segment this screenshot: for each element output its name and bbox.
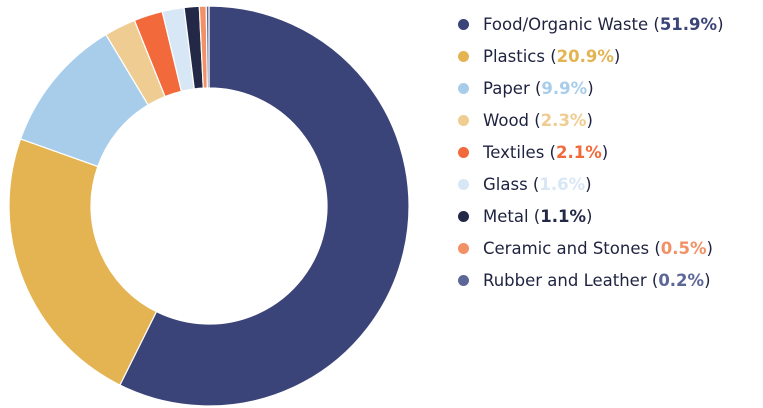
legend-paren-open: (	[544, 142, 556, 162]
legend-label: Glass	[483, 174, 528, 194]
legend-item: Paper (9.9%)	[458, 72, 724, 104]
legend-paren-open: (	[648, 14, 660, 34]
legend-paren-close: )	[613, 46, 621, 66]
legend-item: Rubber and Leather (0.2%)	[458, 264, 724, 296]
legend-label: Textiles	[483, 142, 545, 162]
legend-value-label: 1.1%	[540, 206, 587, 226]
legend-label: Metal	[483, 206, 529, 226]
legend-value-label: 51.9%	[659, 14, 718, 34]
legend-paren-open: (	[527, 174, 540, 194]
donut-chart	[8, 5, 410, 407]
legend-value-label: 2.3%	[540, 110, 587, 130]
legend-paren-close: )	[601, 142, 609, 162]
legend-label: Paper	[483, 78, 530, 98]
legend-label: Plastics	[483, 46, 545, 66]
legend-paren-open: (	[649, 238, 661, 258]
legend-paren-close: )	[585, 174, 592, 194]
legend-item: Wood (2.3%)	[458, 104, 724, 136]
legend-paren-open: (	[544, 46, 557, 66]
legend-marker	[458, 210, 469, 222]
legend-paren-open: (	[646, 270, 659, 290]
legend-label: Food/Organic Waste	[483, 14, 649, 34]
legend-marker	[458, 18, 469, 30]
legend-value-label: 2.1%	[555, 142, 602, 162]
legend-label: Ceramic and Stones	[483, 238, 650, 258]
legend-label: Rubber and Leather	[483, 270, 647, 290]
legend-marker	[458, 114, 469, 126]
legend-item: Glass (1.6%)	[458, 168, 724, 200]
legend-item: Textiles (2.1%)	[458, 136, 724, 168]
legend: Food/Organic Waste (51.9%) Plastics (20.9…	[458, 8, 724, 296]
legend-marker	[458, 146, 469, 158]
legend-value-label: 1.6%	[539, 174, 586, 194]
legend-item: Plastics (20.9%)	[458, 40, 724, 72]
donut-slice-plastics	[8, 138, 158, 386]
legend-paren-open: (	[529, 78, 542, 98]
donut-slice-rubber-and-leather	[205, 5, 210, 89]
slice-group	[8, 5, 410, 407]
legend-item: Ceramic and Stones (0.5%)	[458, 232, 724, 264]
legend-paren-close: )	[704, 270, 711, 290]
legend-paren-close: )	[586, 110, 593, 130]
donut-slice-food-organic-waste	[119, 5, 410, 407]
legend-value-label: 0.2%	[658, 270, 705, 290]
legend-paren-open: (	[528, 206, 541, 226]
legend-marker	[458, 50, 469, 62]
legend-marker	[458, 178, 469, 190]
legend-marker	[458, 242, 469, 254]
legend-item: Food/Organic Waste (51.9%)	[458, 8, 724, 40]
legend-paren-open: (	[529, 110, 541, 130]
legend-paren-close: )	[587, 78, 594, 98]
legend-label: Wood	[483, 110, 530, 130]
legend-item: Metal (1.1%)	[458, 200, 724, 232]
legend-value-label: 0.5%	[660, 238, 707, 258]
legend-paren-close: )	[717, 14, 724, 34]
legend-marker	[458, 82, 469, 94]
legend-marker	[458, 274, 469, 286]
legend-value-label: 9.9%	[541, 78, 588, 98]
legend-paren-close: )	[706, 238, 713, 258]
legend-value-label: 20.9%	[556, 46, 614, 66]
legend-paren-close: )	[586, 206, 593, 226]
